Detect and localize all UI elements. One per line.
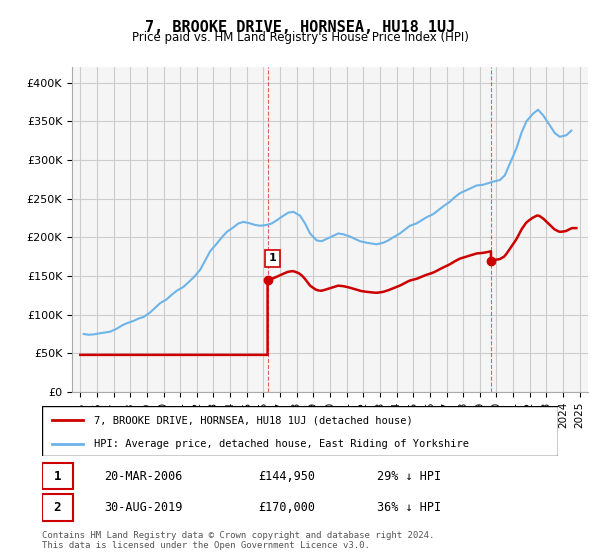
Text: 7, BROOKE DRIVE, HORNSEA, HU18 1UJ (detached house): 7, BROOKE DRIVE, HORNSEA, HU18 1UJ (deta…: [94, 415, 412, 425]
Text: HPI: Average price, detached house, East Riding of Yorkshire: HPI: Average price, detached house, East…: [94, 439, 469, 449]
Text: Contains HM Land Registry data © Crown copyright and database right 2024.
This d: Contains HM Land Registry data © Crown c…: [42, 530, 434, 550]
Text: 36% ↓ HPI: 36% ↓ HPI: [377, 501, 442, 514]
Text: Price paid vs. HM Land Registry's House Price Index (HPI): Price paid vs. HM Land Registry's House …: [131, 31, 469, 44]
Text: 2: 2: [54, 501, 61, 514]
FancyBboxPatch shape: [42, 406, 558, 456]
Text: £170,000: £170,000: [259, 501, 316, 514]
FancyBboxPatch shape: [42, 463, 73, 489]
Text: 1: 1: [54, 469, 61, 483]
Text: 29% ↓ HPI: 29% ↓ HPI: [377, 469, 442, 483]
Text: 20-MAR-2006: 20-MAR-2006: [104, 469, 182, 483]
Text: 30-AUG-2019: 30-AUG-2019: [104, 501, 182, 514]
Text: £144,950: £144,950: [259, 469, 316, 483]
FancyBboxPatch shape: [42, 494, 73, 521]
Text: 1: 1: [269, 253, 277, 263]
Text: 7, BROOKE DRIVE, HORNSEA, HU18 1UJ: 7, BROOKE DRIVE, HORNSEA, HU18 1UJ: [145, 20, 455, 35]
